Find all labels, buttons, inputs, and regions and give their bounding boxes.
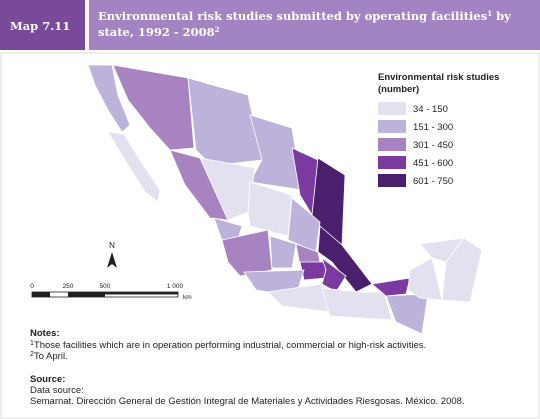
- state: [321, 256, 347, 293]
- state: [87, 64, 131, 133]
- state: [187, 77, 263, 167]
- scale-unit: km: [183, 294, 192, 301]
- state: [371, 277, 411, 297]
- header-label-box: [0, 0, 85, 50]
- legend-label: 151 - 300: [413, 122, 453, 133]
- state: [247, 181, 293, 237]
- legend-swatch: [378, 156, 406, 169]
- state: [407, 257, 443, 301]
- title-text: by: [492, 9, 511, 23]
- legend-swatch: [378, 138, 406, 151]
- map-title: Environmental risk studies submitted by …: [98, 9, 511, 40]
- scale-bar: 0 250 500 1 000 km: [30, 283, 191, 301]
- notes: Notes: 1Those facilities which are in op…: [30, 328, 426, 362]
- state: [321, 287, 393, 321]
- map: [87, 64, 483, 335]
- source-line: Data source:: [30, 385, 84, 396]
- scale-segment: [68, 292, 105, 297]
- superscript: 2: [215, 25, 220, 34]
- state: [269, 235, 297, 269]
- north-arrow: [107, 252, 117, 268]
- source-line: Semarnat. Dirección General de Gestión I…: [30, 396, 465, 407]
- superscript: 1: [30, 340, 34, 347]
- legend-subtitle: (number): [378, 84, 419, 95]
- title-text: state, 1992 - 2008: [98, 25, 215, 39]
- legend-label: 601 - 750: [413, 176, 453, 187]
- source: Source: Data source:Semarnat. Dirección …: [30, 374, 465, 407]
- scale-label: 1 000: [167, 283, 184, 290]
- state: [107, 131, 161, 203]
- state: [249, 114, 303, 191]
- state: [169, 149, 229, 221]
- note: 2To April.: [30, 351, 68, 363]
- note-text: Those facilities which are in operation …: [34, 340, 426, 351]
- map-label: Map 7.11: [10, 19, 70, 33]
- state: [385, 293, 429, 335]
- legend-title: Environmental risk studies: [378, 72, 499, 83]
- title-line: Environmental risk studies submitted by …: [98, 9, 511, 24]
- scale-segment: [105, 292, 178, 295]
- scale-label: 250: [63, 283, 74, 290]
- legend-label: 34 - 150: [413, 104, 448, 115]
- notes-heading: Notes:: [30, 328, 60, 339]
- state: [441, 237, 483, 303]
- legend-swatch: [378, 120, 406, 133]
- frame: [0, 52, 540, 419]
- legend-label: 451 - 600: [413, 158, 453, 169]
- header-title-box: [89, 0, 540, 50]
- title-text: Environmental risk studies submitted by …: [98, 9, 487, 23]
- superscript: 2: [30, 351, 34, 358]
- scale-segment: [32, 292, 50, 297]
- note: 1Those facilities which are in operation…: [30, 340, 426, 352]
- scale-label: 500: [100, 283, 111, 290]
- title-line: state, 1992 - 20082: [98, 25, 220, 40]
- legend: Environmental risk studies (number) 34 -…: [378, 72, 499, 187]
- north-label: N: [109, 241, 115, 250]
- note-text: To April.: [34, 351, 68, 362]
- superscript: 1: [487, 9, 492, 18]
- legend-label: 301 - 450: [413, 140, 453, 151]
- legend-swatch: [378, 174, 406, 187]
- source-heading: Source:: [30, 374, 65, 385]
- legend-swatch: [378, 102, 406, 115]
- scale-label: 0: [30, 283, 34, 290]
